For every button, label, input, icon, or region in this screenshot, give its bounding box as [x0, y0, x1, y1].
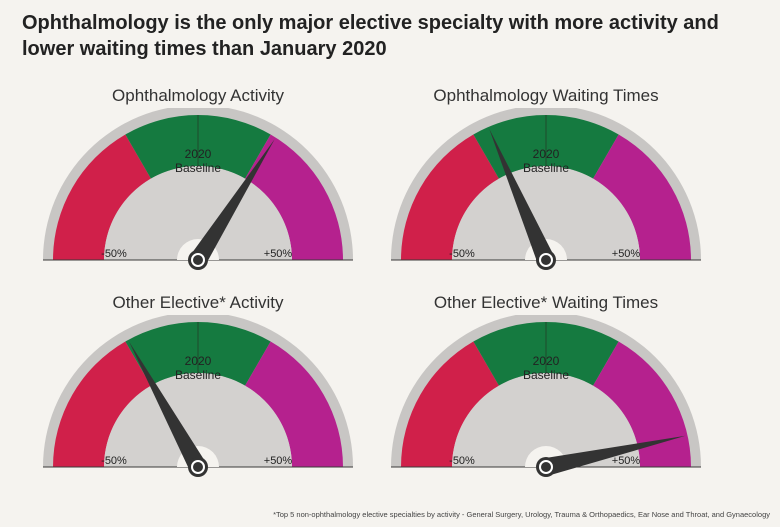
gauge-band-high — [593, 134, 691, 260]
gauge-center-label-year: 2020 — [533, 354, 560, 368]
gauge-needle-hub — [188, 250, 208, 270]
gauge-band-high — [593, 341, 691, 467]
gauge-needle — [190, 139, 275, 265]
gauge-min-label: -50% — [101, 248, 127, 260]
gauge-min-label: -50% — [101, 455, 127, 467]
gauge-panel-ophthalmology-activity: Ophthalmology Activity 2020 Baseline -50% +… — [43, 86, 353, 286]
gauge-needle-hub-ring — [191, 460, 205, 474]
gauge-center-label-year: 2020 — [533, 147, 560, 161]
gauge-needle-hub — [536, 250, 556, 270]
gauge-panel-ophthalmology-waiting-times: Ophthalmology Waiting Times 2020 Baseline… — [391, 86, 701, 286]
gauge-needle — [129, 341, 206, 472]
gauge-dial-face — [104, 373, 292, 467]
gauge-band-low — [401, 134, 499, 260]
gauge-needle-hub — [536, 457, 556, 477]
gauge-center-label-baseline: Baseline — [175, 161, 221, 175]
gauge-band-high — [245, 134, 343, 260]
gauge-dial-face — [452, 166, 640, 260]
gauge-band-low — [53, 341, 151, 467]
gauge-min-label: -50% — [449, 248, 475, 260]
gauge-max-label: +50% — [264, 455, 293, 467]
page-headline: Ophthalmology is the only major elective… — [22, 12, 719, 60]
gauge-title: Ophthalmology Waiting Times — [433, 86, 659, 105]
gauge-center-label-year: 2020 — [185, 147, 212, 161]
gauge-needle-hub-ring — [539, 253, 553, 267]
gauge-panel-other-elective-activity: Other Elective* Activity 2020 Baseline -50… — [43, 293, 353, 493]
gauge-needle-hub-ring — [539, 460, 553, 474]
gauge-min-label: -50% — [449, 455, 475, 467]
gauge-title: Other Elective* Activity — [112, 293, 284, 312]
gauge-needle — [544, 435, 686, 476]
gauge-title: Other Elective* Waiting Times — [433, 293, 659, 312]
gauge-center-label-baseline: Baseline — [523, 368, 569, 382]
gauge-needle — [489, 128, 555, 264]
gauge-max-label: +50% — [612, 248, 641, 260]
gauge-panel-other-elective-waiting-times: Other Elective* Waiting Times 2020 Baseli… — [391, 293, 701, 493]
gauge-center-label-year: 2020 — [185, 354, 212, 368]
gauge-max-label: +50% — [264, 248, 293, 260]
gauge-needle-hub-ring — [191, 253, 205, 267]
gauge-title: Ophthalmology Activity — [112, 86, 284, 105]
gauge-band-low — [401, 341, 499, 467]
gauge-band-high — [245, 341, 343, 467]
gauge-needle-hub — [188, 457, 208, 477]
gauge-center-label-baseline: Baseline — [175, 368, 221, 382]
gauge-band-low — [53, 134, 151, 260]
gauge-dial-face — [452, 373, 640, 467]
gauge-max-label: +50% — [612, 455, 641, 467]
gauge-center-label-baseline: Baseline — [523, 161, 569, 175]
footnote: *Top 5 non-ophthalmology elective specia… — [273, 510, 770, 519]
